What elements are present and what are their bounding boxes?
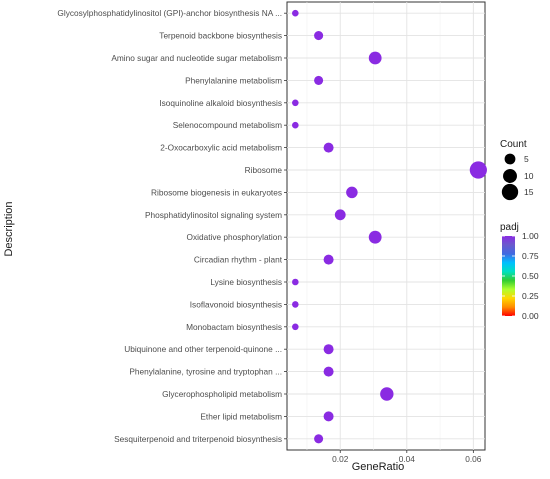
data-point: [323, 142, 334, 153]
data-point: [323, 411, 334, 422]
y-tick-label: Selenocompound metabolism: [173, 120, 282, 130]
padj-legend-title: padj: [500, 222, 519, 233]
count-legend-key: [503, 169, 517, 183]
data-point: [368, 230, 382, 244]
y-tick-labels: Glycosylphosphatidylinositol (GPI)-ancho…: [57, 8, 287, 444]
plot-panel-border: [286, 1, 486, 451]
padj-legend-label: 1.00: [522, 231, 539, 241]
count-legend-title: Count: [500, 139, 527, 150]
count-legend-label: 5: [524, 154, 529, 164]
y-tick-label: 2-Oxocarboxylic acid metabolism: [160, 143, 282, 153]
x-tick-labels: 0.02 0.04 0.06: [332, 450, 482, 464]
padj-color-legend: padj 1.00 0.75 0.50 0.25 0.00: [500, 222, 539, 321]
y-tick-label: Terpenoid backbone biosynthesis: [159, 31, 282, 41]
y-tick-label: Phenylalanine metabolism: [185, 75, 282, 85]
x-tick-label: 0.02: [332, 454, 349, 464]
y-tick-label: Circadian rhythm - plant: [194, 255, 283, 265]
data-points: [292, 9, 487, 444]
y-tick-label: Ubiquinone and other terpenoid-quinone .…: [124, 344, 282, 354]
plot-panel: [286, 1, 486, 451]
y-tick-label: Glycerophospholipid metabolism: [162, 389, 282, 399]
data-point: [346, 186, 358, 199]
y-tick-label: Glycosylphosphatidylinositol (GPI)-ancho…: [57, 8, 282, 18]
data-point: [292, 278, 299, 286]
data-point: [292, 301, 299, 308]
y-tick-label: Phenylalanine, tyrosine and tryptophan .…: [129, 367, 282, 377]
data-point: [292, 121, 299, 129]
data-point: [380, 387, 394, 401]
y-tick-label: Ether lipid metabolism: [200, 411, 282, 421]
grid-lines: [287, 2, 485, 450]
x-tick-label: 0.06: [465, 454, 482, 464]
padj-legend-label: 0.50: [522, 271, 539, 281]
y-tick-label: Ribosome: [245, 165, 283, 175]
data-point: [292, 9, 299, 17]
data-point: [334, 209, 346, 221]
count-legend-label: 10: [524, 171, 534, 181]
count-legend-key: [501, 183, 519, 201]
data-point: [314, 75, 324, 85]
y-axis-title: Description: [3, 201, 15, 256]
y-tick-label: Sesquiterpenoid and triterpenoid biosynt…: [114, 434, 282, 444]
data-point: [292, 99, 299, 107]
padj-color-bar: [502, 236, 515, 316]
count-size-legend: Count 5 10 15: [500, 139, 534, 201]
y-tick-label: Monobactam biosynthesis: [186, 322, 282, 332]
y-tick-label: Isoflavonoid biosynthesis: [190, 299, 282, 309]
data-point: [368, 51, 382, 65]
y-tick-label: Ribosome biogenesis in eukaryotes: [151, 187, 282, 197]
padj-legend-label: 0.75: [522, 251, 539, 261]
x-tick-label: 0.04: [399, 454, 416, 464]
y-tick-label: Isoquinoline alkaloid biosynthesis: [159, 98, 282, 108]
y-tick-label: Phosphatidylinositol signaling system: [145, 210, 282, 220]
y-tick-label: Oxidative phosphorylation: [187, 232, 283, 242]
y-tick-label: Lysine biosynthesis: [210, 277, 282, 287]
data-point: [323, 344, 334, 355]
y-tick-label: Amino sugar and nucleotide sugar metabol…: [111, 53, 282, 63]
data-point: [323, 254, 334, 265]
count-legend-label: 15: [524, 187, 534, 197]
data-point: [323, 366, 334, 377]
padj-legend-label: 0.25: [522, 291, 539, 301]
data-point: [469, 161, 487, 179]
data-point: [314, 434, 324, 444]
padj-legend-label: 0.00: [522, 311, 539, 321]
data-point: [292, 323, 299, 331]
data-point: [314, 31, 324, 41]
count-legend-key: [504, 153, 516, 165]
x-axis-title: GeneRatio: [352, 461, 405, 473]
